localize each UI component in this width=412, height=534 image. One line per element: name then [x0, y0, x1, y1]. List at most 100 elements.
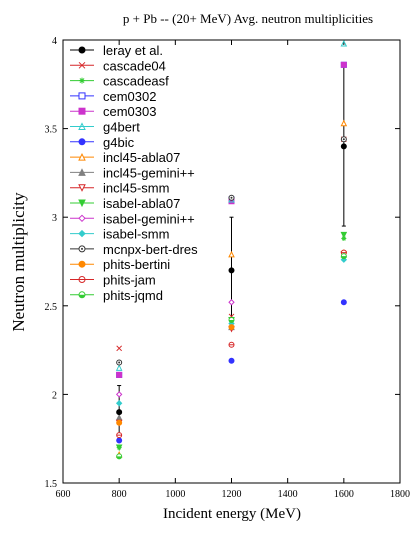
y-tick-label: 3.5 [45, 125, 58, 136]
data-point [228, 316, 235, 323]
legend-entry: isabel-smm [70, 227, 169, 242]
marker-shape [116, 409, 123, 416]
legend-label: isabel-abla07 [103, 196, 180, 211]
marker-shape [118, 361, 121, 364]
legend-entry: cem0303 [70, 104, 156, 119]
data-point [116, 453, 123, 460]
y-tick-label: 2 [52, 390, 57, 401]
data-point [340, 119, 348, 127]
marker-shape [116, 345, 123, 352]
marker-shape [340, 39, 348, 47]
legend-marker [78, 61, 86, 69]
marker-shape [341, 256, 347, 259]
x-tick-label: 600 [56, 489, 71, 500]
x-axis-ticks: 600 800 1000 1200 1400 1600 1800 [56, 40, 410, 500]
x-axis-label: Incident energy (MeV) [163, 506, 301, 522]
data-point [340, 231, 348, 239]
marker-shape [116, 371, 123, 378]
data-markers [115, 39, 348, 460]
marker-shape [115, 444, 123, 452]
legend-label: cascadeasf [103, 74, 169, 89]
legend: leray et al.cascade04cascadeasfcem0302ce… [70, 43, 198, 303]
legend-entry: incl45-smm [70, 181, 169, 196]
data-point [228, 267, 235, 274]
legend-label: mcnpx-bert-dres [103, 242, 198, 257]
marker-shape [340, 231, 348, 239]
legend-label: g4bert [103, 120, 140, 135]
legend-entry: g4bic [70, 135, 135, 150]
data-point [228, 341, 235, 348]
marker-shape [78, 107, 86, 115]
marker-shape [229, 319, 234, 323]
data-point [116, 359, 123, 366]
legend-entry: phits-bertini [70, 257, 170, 272]
x-tick-label: 1200 [222, 489, 242, 500]
legend-marker [78, 46, 86, 54]
legend-entry: incl45-abla07 [70, 150, 180, 165]
legend-label: cem0303 [103, 104, 156, 119]
marker-shape [115, 400, 123, 407]
legend-marker [78, 122, 86, 130]
data-point [228, 194, 235, 201]
marker-shape [340, 299, 347, 306]
legend-marker [78, 152, 86, 161]
legend-marker [78, 260, 86, 268]
legend-entry: leray et al. [70, 43, 163, 58]
data-point [228, 324, 235, 331]
y-axis-ticks: 1.5 2 2.5 3 3.5 4 [45, 36, 400, 490]
marker-shape [342, 138, 345, 141]
marker-shape [116, 456, 122, 459]
legend-label: incl45-gemini++ [103, 165, 195, 180]
marker-shape [340, 61, 347, 68]
legend-entry: incl45-gemini++ [70, 165, 195, 180]
data-point [228, 357, 235, 364]
marker-shape [228, 324, 235, 331]
marker-shape [78, 138, 86, 146]
legend-label: cascade04 [103, 58, 166, 73]
data-point [228, 299, 235, 306]
marker-shape [115, 413, 123, 421]
marker-shape [78, 61, 86, 69]
data-point [116, 409, 123, 416]
chart-title: p + Pb -- (20+ MeV) Avg. neutron multipl… [123, 11, 373, 26]
marker-shape [228, 357, 235, 364]
legend-marker [78, 168, 86, 176]
data-point [115, 391, 123, 398]
legend-entry: phits-jam [70, 273, 156, 288]
data-point [115, 364, 123, 371]
legend-marker [78, 291, 86, 299]
legend-marker [78, 214, 86, 223]
marker-shape [115, 364, 123, 371]
legend-label: isabel-smm [103, 227, 169, 242]
legend-marker [78, 138, 86, 146]
data-point [340, 61, 347, 68]
legend-label: isabel-gemini++ [103, 211, 195, 226]
data-point [116, 437, 123, 444]
legend-label: phits-jqmd [103, 288, 163, 303]
marker-shape [230, 196, 233, 199]
legend-label: leray et al. [103, 43, 163, 58]
y-tick-label: 1.5 [45, 479, 58, 490]
legend-marker [78, 245, 86, 253]
y-tick-label: 2.5 [45, 302, 58, 313]
data-point [228, 250, 235, 258]
marker-shape [78, 122, 86, 130]
marker-shape [78, 92, 86, 100]
marker-shape [78, 152, 86, 161]
legend-entry: mcnpx-bert-dres [70, 242, 198, 257]
marker-shape [79, 294, 85, 298]
marker-shape [116, 419, 123, 426]
marker-shape [228, 299, 235, 306]
marker-shape [340, 143, 347, 150]
x-tick-label: 800 [112, 489, 127, 500]
x-tick-label: 1400 [278, 489, 298, 500]
data-point [340, 136, 347, 143]
legend-marker [78, 229, 86, 238]
marker-shape [78, 46, 86, 54]
legend-entry: isabel-gemini++ [70, 211, 195, 226]
data-point [340, 143, 347, 150]
marker-shape [78, 214, 86, 223]
legend-entry: g4bert [70, 120, 140, 135]
